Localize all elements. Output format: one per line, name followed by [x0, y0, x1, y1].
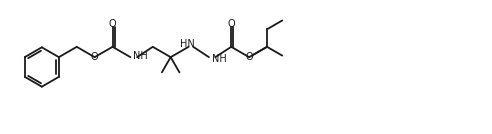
Text: NH: NH [133, 51, 148, 61]
Text: NH: NH [212, 54, 226, 64]
Text: O: O [227, 19, 235, 29]
Text: HN: HN [180, 39, 194, 49]
Text: O: O [246, 52, 253, 62]
Text: O: O [91, 52, 98, 62]
Text: O: O [109, 19, 117, 29]
